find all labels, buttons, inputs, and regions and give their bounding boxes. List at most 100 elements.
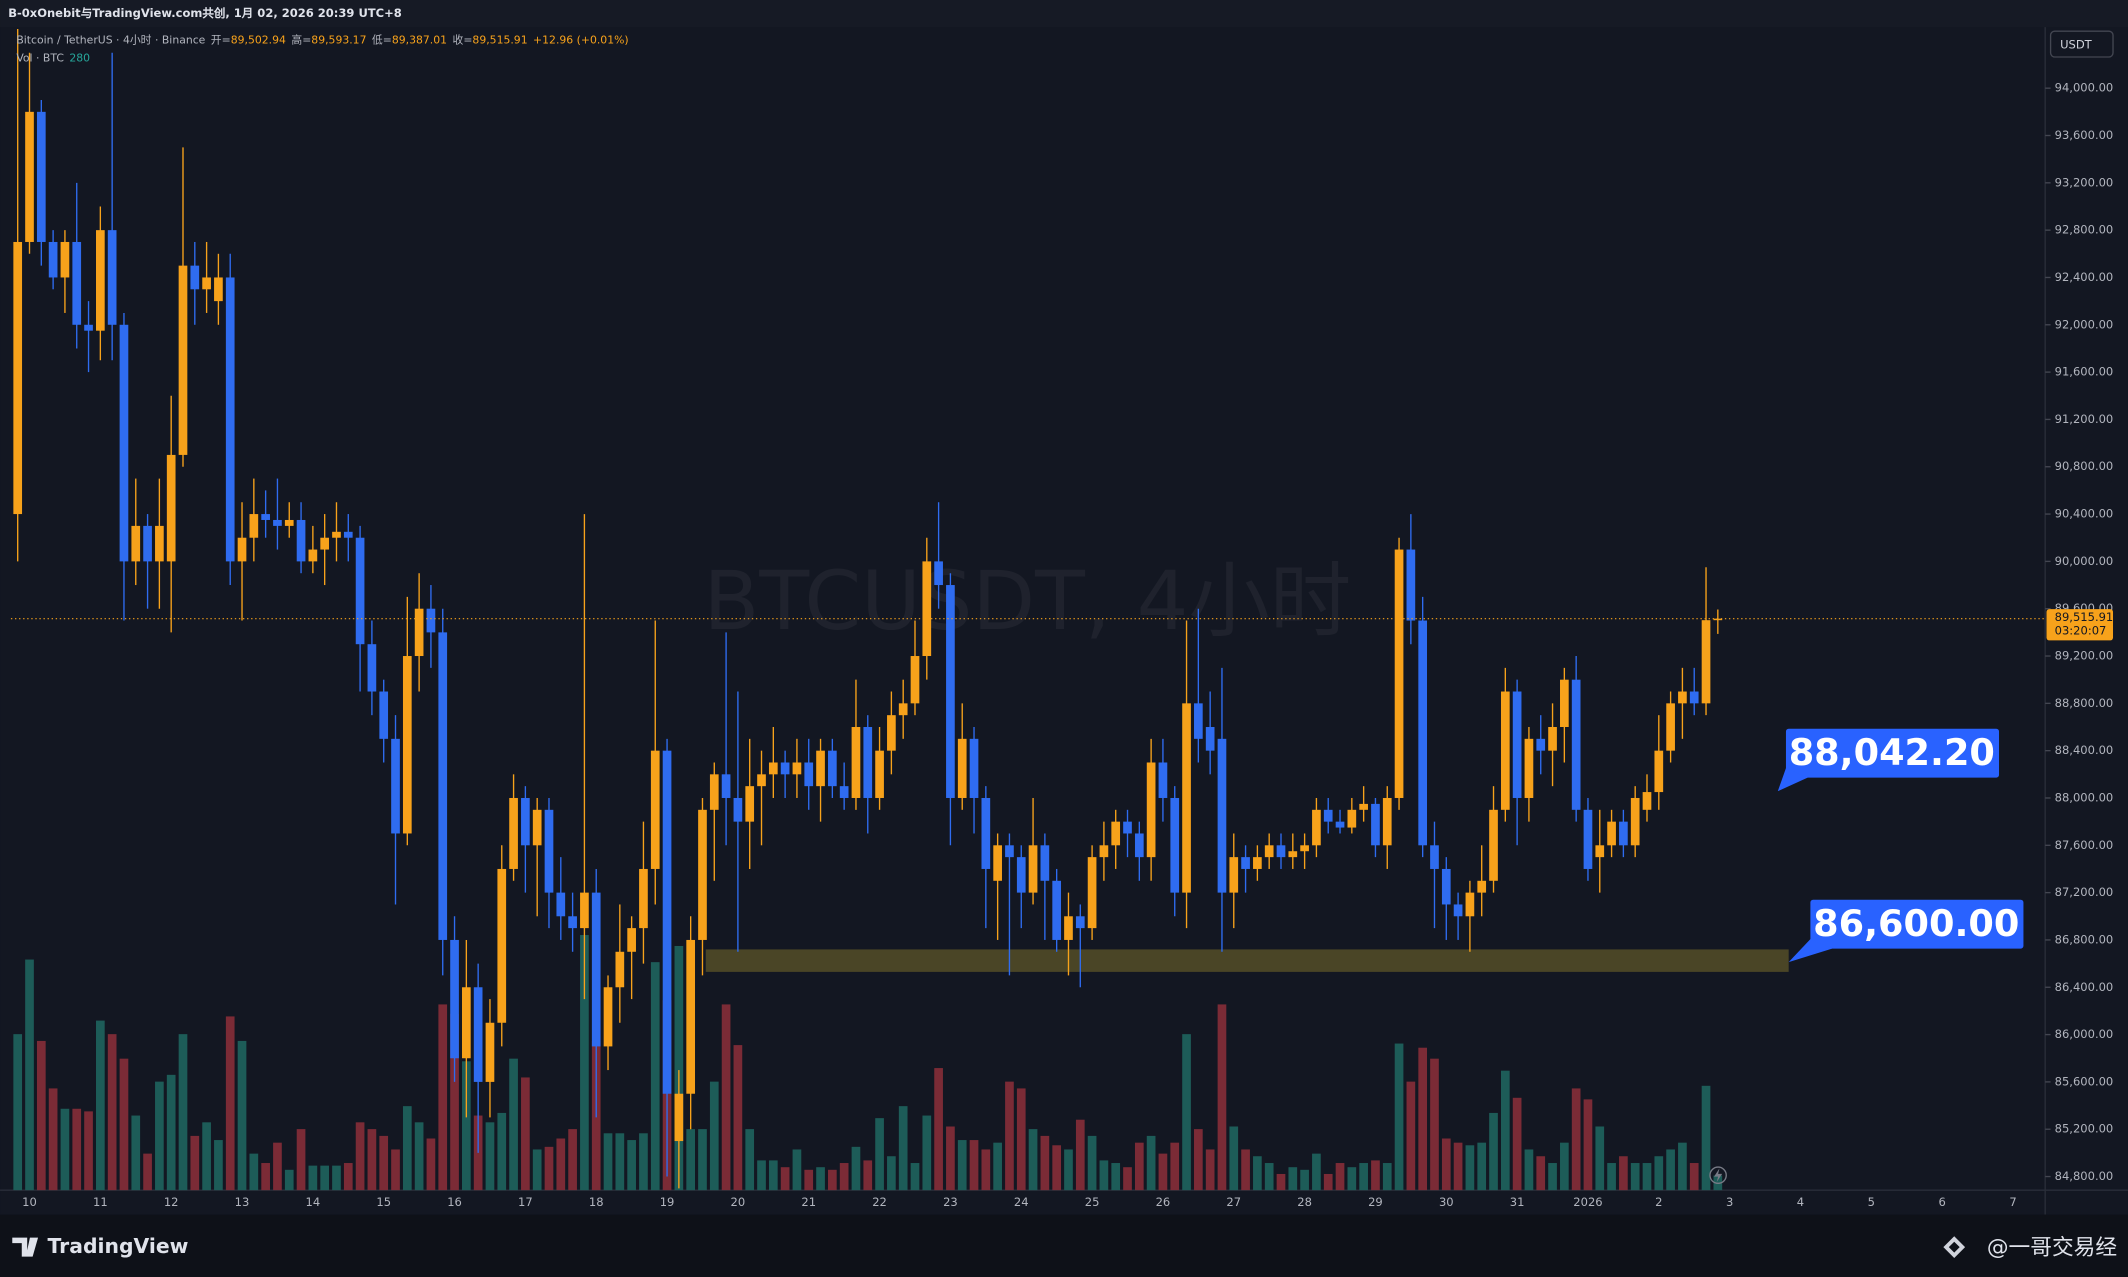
volume-bar <box>969 1140 979 1191</box>
countdown: 03:20:07 <box>2055 623 2107 637</box>
candle-body <box>143 525 152 562</box>
volume-bar <box>249 1153 259 1191</box>
candle-body <box>674 1093 684 1142</box>
volume-bar <box>1619 1156 1628 1191</box>
candle-body <box>107 230 117 325</box>
volume-bar <box>1430 1058 1439 1191</box>
volume-bar <box>1477 1142 1487 1191</box>
plot-area <box>10 29 2046 1191</box>
volume-bar <box>568 1129 577 1191</box>
candle-body <box>308 549 318 562</box>
callout-text: 88,042.20 <box>1789 731 1995 774</box>
candle-body <box>1182 703 1191 893</box>
candle-body <box>1123 821 1132 834</box>
volume-bar <box>627 1140 636 1191</box>
candle-body <box>72 241 82 325</box>
candle-body <box>237 537 247 562</box>
volume-bar <box>768 1160 778 1191</box>
x-tick-label: 28 <box>1297 1195 1312 1209</box>
candle-body <box>155 525 164 562</box>
volume-bar <box>261 1163 270 1191</box>
legend-key: 高= <box>291 33 311 47</box>
candle-body <box>1536 738 1546 751</box>
callout-tail <box>1777 768 1808 792</box>
x-tick-label: 30 <box>1439 1195 1454 1209</box>
volume-bar <box>757 1160 766 1191</box>
candle-body <box>816 750 825 787</box>
volume-bar <box>402 1106 412 1191</box>
candle-body <box>214 277 223 302</box>
volume-bar <box>934 1068 943 1191</box>
volume-bar <box>1630 1163 1640 1191</box>
volume-bar <box>1099 1160 1109 1191</box>
legend: Bitcoin / TetherUS · 4小时 · Binance 开=89,5… <box>16 33 628 47</box>
legend-value: 89,502.94 <box>231 34 286 47</box>
candle-body <box>261 514 270 520</box>
volume-bar <box>1500 1070 1510 1191</box>
candle-body <box>1359 803 1368 810</box>
candle-body <box>497 868 507 1023</box>
volume-bar <box>25 959 34 1191</box>
y-tick-label: 88,000.00 <box>2055 790 2114 804</box>
volume-bar <box>72 1108 82 1191</box>
volume-bar <box>804 1169 814 1191</box>
candle-body <box>1194 703 1203 739</box>
volume-bar <box>462 1061 471 1191</box>
volume-bar <box>1571 1088 1581 1191</box>
volume-bar <box>922 1115 932 1191</box>
volume-bar <box>875 1118 884 1191</box>
volume-bar <box>1005 1081 1014 1191</box>
candle-body <box>627 928 636 952</box>
candle-body <box>225 277 235 562</box>
x-tick-label: 13 <box>235 1195 250 1209</box>
currency-box[interactable] <box>2049 30 2114 58</box>
brand-logo <box>12 1237 39 1257</box>
candle-body <box>686 939 696 1094</box>
candle-body <box>521 797 530 846</box>
candle-body <box>1005 845 1014 858</box>
volume-bar <box>946 1126 955 1191</box>
y-tick-label: 93,600.00 <box>2055 128 2114 142</box>
x-tick-label: 16 <box>447 1195 462 1209</box>
candle-body <box>757 774 766 787</box>
volume-bar <box>308 1165 318 1191</box>
candle-body <box>709 774 719 810</box>
candle-body <box>1241 857 1250 869</box>
y-tick-label: 91,200.00 <box>2055 412 2114 426</box>
candle-body <box>969 738 979 798</box>
candle-body <box>379 691 389 739</box>
volume-bar <box>1666 1149 1675 1191</box>
header-title: B-0xOnebit与TradingView.com共创, 1月 02, 202… <box>8 6 402 20</box>
volume-bar <box>1300 1169 1309 1191</box>
candle-body <box>320 537 330 550</box>
volume-bar <box>367 1129 377 1191</box>
replay-icon-bolt[interactable] <box>1714 1168 1723 1183</box>
volume-bar <box>686 1129 696 1191</box>
y-tick-label: 85,200.00 <box>2055 1122 2114 1136</box>
y-tick-label: 92,000.00 <box>2055 317 2114 331</box>
volume-bar <box>532 1149 542 1191</box>
volume-bar <box>414 1122 424 1191</box>
author: @一哥交易经 <box>1987 1236 2117 1261</box>
candle-body <box>1146 762 1156 858</box>
volume-bar <box>1689 1163 1699 1191</box>
candle-body <box>887 715 896 751</box>
volume-bar <box>497 1112 507 1191</box>
candle-body <box>1111 821 1121 846</box>
volume-bar <box>107 1034 117 1191</box>
candle-body <box>473 987 483 1082</box>
legend-key: 开= <box>211 34 231 47</box>
volume-bar <box>1418 1047 1428 1191</box>
y-tick-label: 92,800.00 <box>2055 223 2114 237</box>
candle-body <box>1453 904 1463 917</box>
volume-bar <box>450 1013 459 1191</box>
currency[interactable]: USDT <box>2060 37 2093 51</box>
volume-bar <box>1359 1163 1368 1191</box>
volume-bar <box>131 1115 141 1191</box>
volume-bar <box>426 1138 436 1191</box>
volume-bar <box>237 1040 247 1191</box>
y-tick-label: 84,800.00 <box>2055 1169 2114 1183</box>
volume-bar <box>119 1058 129 1191</box>
candle-body <box>851 727 861 798</box>
replay-icon[interactable] <box>1709 1166 1727 1185</box>
